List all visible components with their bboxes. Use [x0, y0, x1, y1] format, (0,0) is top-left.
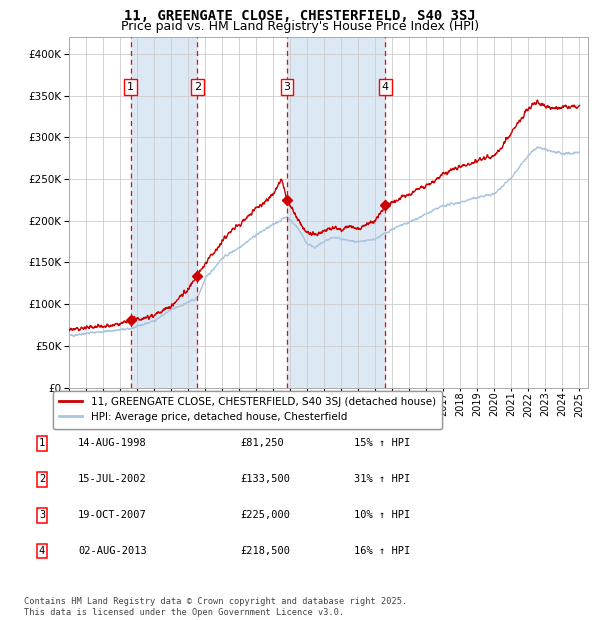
Text: 15-JUL-2002: 15-JUL-2002 [78, 474, 147, 484]
Text: 16% ↑ HPI: 16% ↑ HPI [354, 546, 410, 556]
Bar [287, 37, 385, 387]
Text: 2: 2 [39, 474, 45, 484]
Text: 10% ↑ HPI: 10% ↑ HPI [354, 510, 410, 520]
Legend: 11, GREENGATE CLOSE, CHESTERFIELD, S40 3SJ (detached house), HPI: Average price,: 11, GREENGATE CLOSE, CHESTERFIELD, S40 3… [53, 391, 442, 428]
Text: 15% ↑ HPI: 15% ↑ HPI [354, 438, 410, 448]
Text: 3: 3 [39, 510, 45, 520]
Text: 1: 1 [127, 82, 134, 92]
Text: Price paid vs. HM Land Registry's House Price Index (HPI): Price paid vs. HM Land Registry's House … [121, 20, 479, 33]
Text: 3: 3 [283, 82, 290, 92]
Text: £133,500: £133,500 [240, 474, 290, 484]
Text: £81,250: £81,250 [240, 438, 284, 448]
Text: Contains HM Land Registry data © Crown copyright and database right 2025.
This d: Contains HM Land Registry data © Crown c… [24, 598, 407, 617]
Bar [131, 37, 197, 387]
Text: 4: 4 [39, 546, 45, 556]
Text: 19-OCT-2007: 19-OCT-2007 [78, 510, 147, 520]
Text: 14-AUG-1998: 14-AUG-1998 [78, 438, 147, 448]
Text: £218,500: £218,500 [240, 546, 290, 556]
Text: 11, GREENGATE CLOSE, CHESTERFIELD, S40 3SJ: 11, GREENGATE CLOSE, CHESTERFIELD, S40 3… [124, 9, 476, 24]
Text: 1: 1 [39, 438, 45, 448]
Text: 2: 2 [194, 82, 201, 92]
Text: £225,000: £225,000 [240, 510, 290, 520]
Text: 02-AUG-2013: 02-AUG-2013 [78, 546, 147, 556]
Text: 4: 4 [382, 82, 389, 92]
Text: 31% ↑ HPI: 31% ↑ HPI [354, 474, 410, 484]
